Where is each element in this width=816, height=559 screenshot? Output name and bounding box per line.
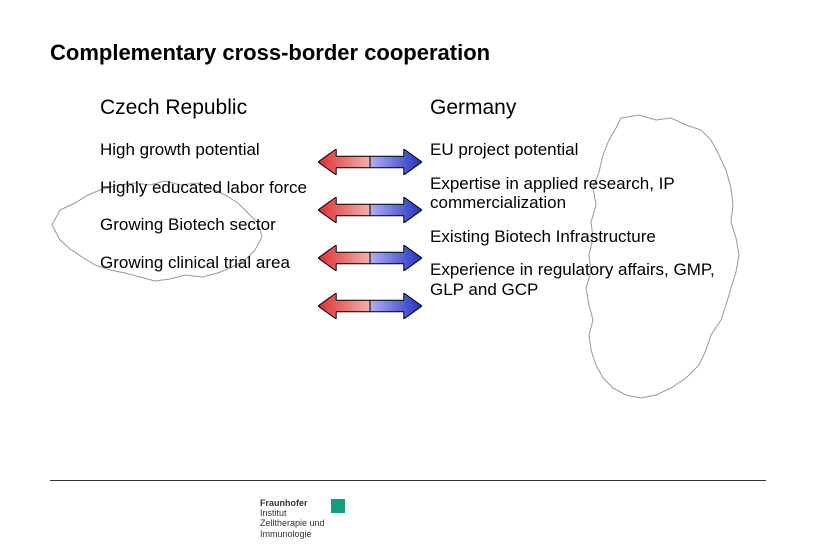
czech-item-2: Growing Biotech sector	[100, 215, 310, 235]
slide-title: Complementary cross-border cooperation	[50, 40, 766, 66]
column-germany: Germany EU project potential Expertise i…	[430, 96, 750, 313]
czech-item-1: Highly educated labor force	[100, 178, 310, 198]
footer-rule	[50, 480, 766, 481]
arrow-left-icon	[318, 149, 370, 175]
footer-brand: Fraunhofer	[260, 498, 308, 508]
footer-institute-2: Immunologie	[260, 529, 312, 539]
arrow-right-icon	[370, 149, 422, 175]
arrow-right-icon	[370, 293, 422, 319]
germany-item-1: Expertise in applied research, IP commer…	[430, 174, 750, 213]
arrow-right-icon	[370, 245, 422, 271]
heading-czech: Czech Republic	[100, 96, 310, 120]
arrow-right-icon	[370, 197, 422, 223]
heading-germany: Germany	[430, 96, 750, 120]
arrow-left-icon	[318, 293, 370, 319]
arrow-pair-1	[318, 190, 422, 230]
arrow-pair-3	[318, 286, 422, 326]
arrows-column	[310, 96, 430, 326]
germany-item-2: Existing Biotech Infrastructure	[430, 227, 750, 247]
footer-institute-0: Institut	[260, 508, 287, 518]
arrow-left-icon	[318, 197, 370, 223]
arrow-pair-0	[318, 142, 422, 182]
czech-item-0: High growth potential	[100, 140, 310, 160]
fraunhofer-mark-icon	[331, 499, 345, 513]
germany-item-3: Experience in regulatory affairs, GMP, G…	[430, 260, 750, 299]
footer-institute-1: Zelltherapie und	[260, 518, 325, 528]
arrow-pair-2	[318, 238, 422, 278]
arrow-left-icon	[318, 245, 370, 271]
column-czech: Czech Republic High growth potential Hig…	[50, 96, 310, 290]
germany-item-0: EU project potential	[430, 140, 750, 160]
footer-logo: Fraunhofer Institut Zelltherapie und Imm…	[260, 498, 345, 539]
czech-item-3: Growing clinical trial area	[100, 253, 310, 273]
